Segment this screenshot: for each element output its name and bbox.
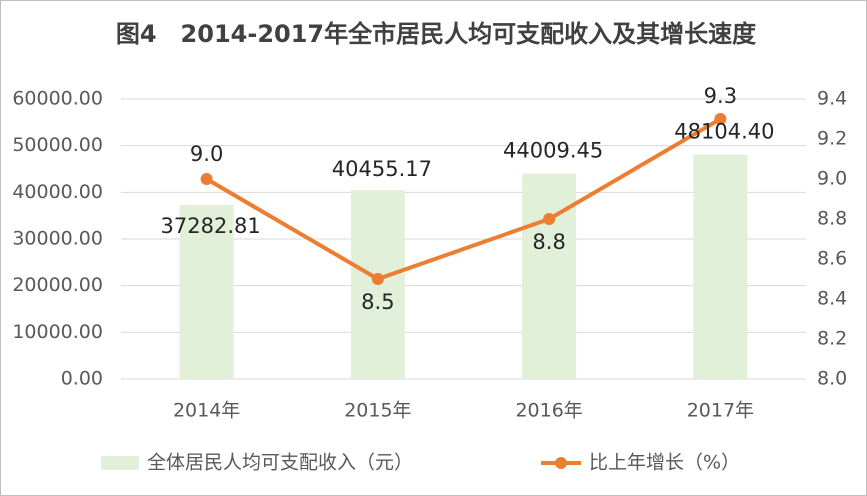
bar — [522, 173, 577, 379]
y2-tick-label: 8.8 — [817, 208, 847, 230]
legend-label: 全体居民人均可支配收入（元） — [147, 452, 413, 474]
line — [205, 117, 722, 282]
value-label: 44009.45 — [503, 139, 603, 163]
y-tick-label: 40000.00 — [12, 181, 103, 203]
y-tick-label: 20000.00 — [12, 274, 103, 296]
y2-tick-label: 9.0 — [817, 168, 847, 190]
bar — [179, 205, 234, 379]
x-tick-label: 2017年 — [687, 400, 754, 422]
legend-label: 比上年增长（%） — [589, 452, 740, 474]
chart-title: 图4 2014-2017年全市居民人均可支配收入及其增长速度 — [115, 20, 757, 48]
line-point — [371, 273, 384, 285]
line-point — [543, 213, 556, 225]
value-label: 8.8 — [532, 230, 565, 254]
legend-swatch — [101, 456, 139, 470]
y-tick-label: 50000.00 — [12, 134, 103, 156]
value-label: 9.3 — [704, 84, 737, 108]
value-label: 40455.17 — [332, 157, 432, 181]
y2-tick-label: 8.2 — [817, 328, 847, 350]
x-tick-label: 2014年 — [173, 400, 240, 422]
value-label: 8.5 — [361, 290, 394, 314]
line-point — [714, 113, 727, 125]
y2-tick-label: 8.4 — [817, 288, 847, 310]
y-tick-label: 10000.00 — [12, 321, 103, 343]
y2-tick-label: 9.2 — [817, 128, 847, 150]
y-tick-label: 0.00 — [61, 368, 103, 390]
x-tick-label: 2016年 — [515, 400, 582, 422]
y2-tick-label: 8.6 — [817, 248, 847, 270]
legend-swatch — [555, 457, 567, 469]
value-label: 9.0 — [190, 142, 223, 166]
x-tick-label: 2015年 — [344, 400, 411, 422]
value-label: 48104.40 — [674, 120, 774, 144]
y2-tick-label: 8.0 — [817, 368, 847, 390]
y2-tick-label: 9.4 — [817, 88, 847, 110]
line-point — [200, 173, 213, 185]
y-tick-label: 60000.00 — [12, 88, 103, 110]
bar — [693, 154, 748, 379]
y-tick-label: 30000.00 — [12, 228, 103, 250]
value-label: 37282.81 — [161, 214, 261, 238]
